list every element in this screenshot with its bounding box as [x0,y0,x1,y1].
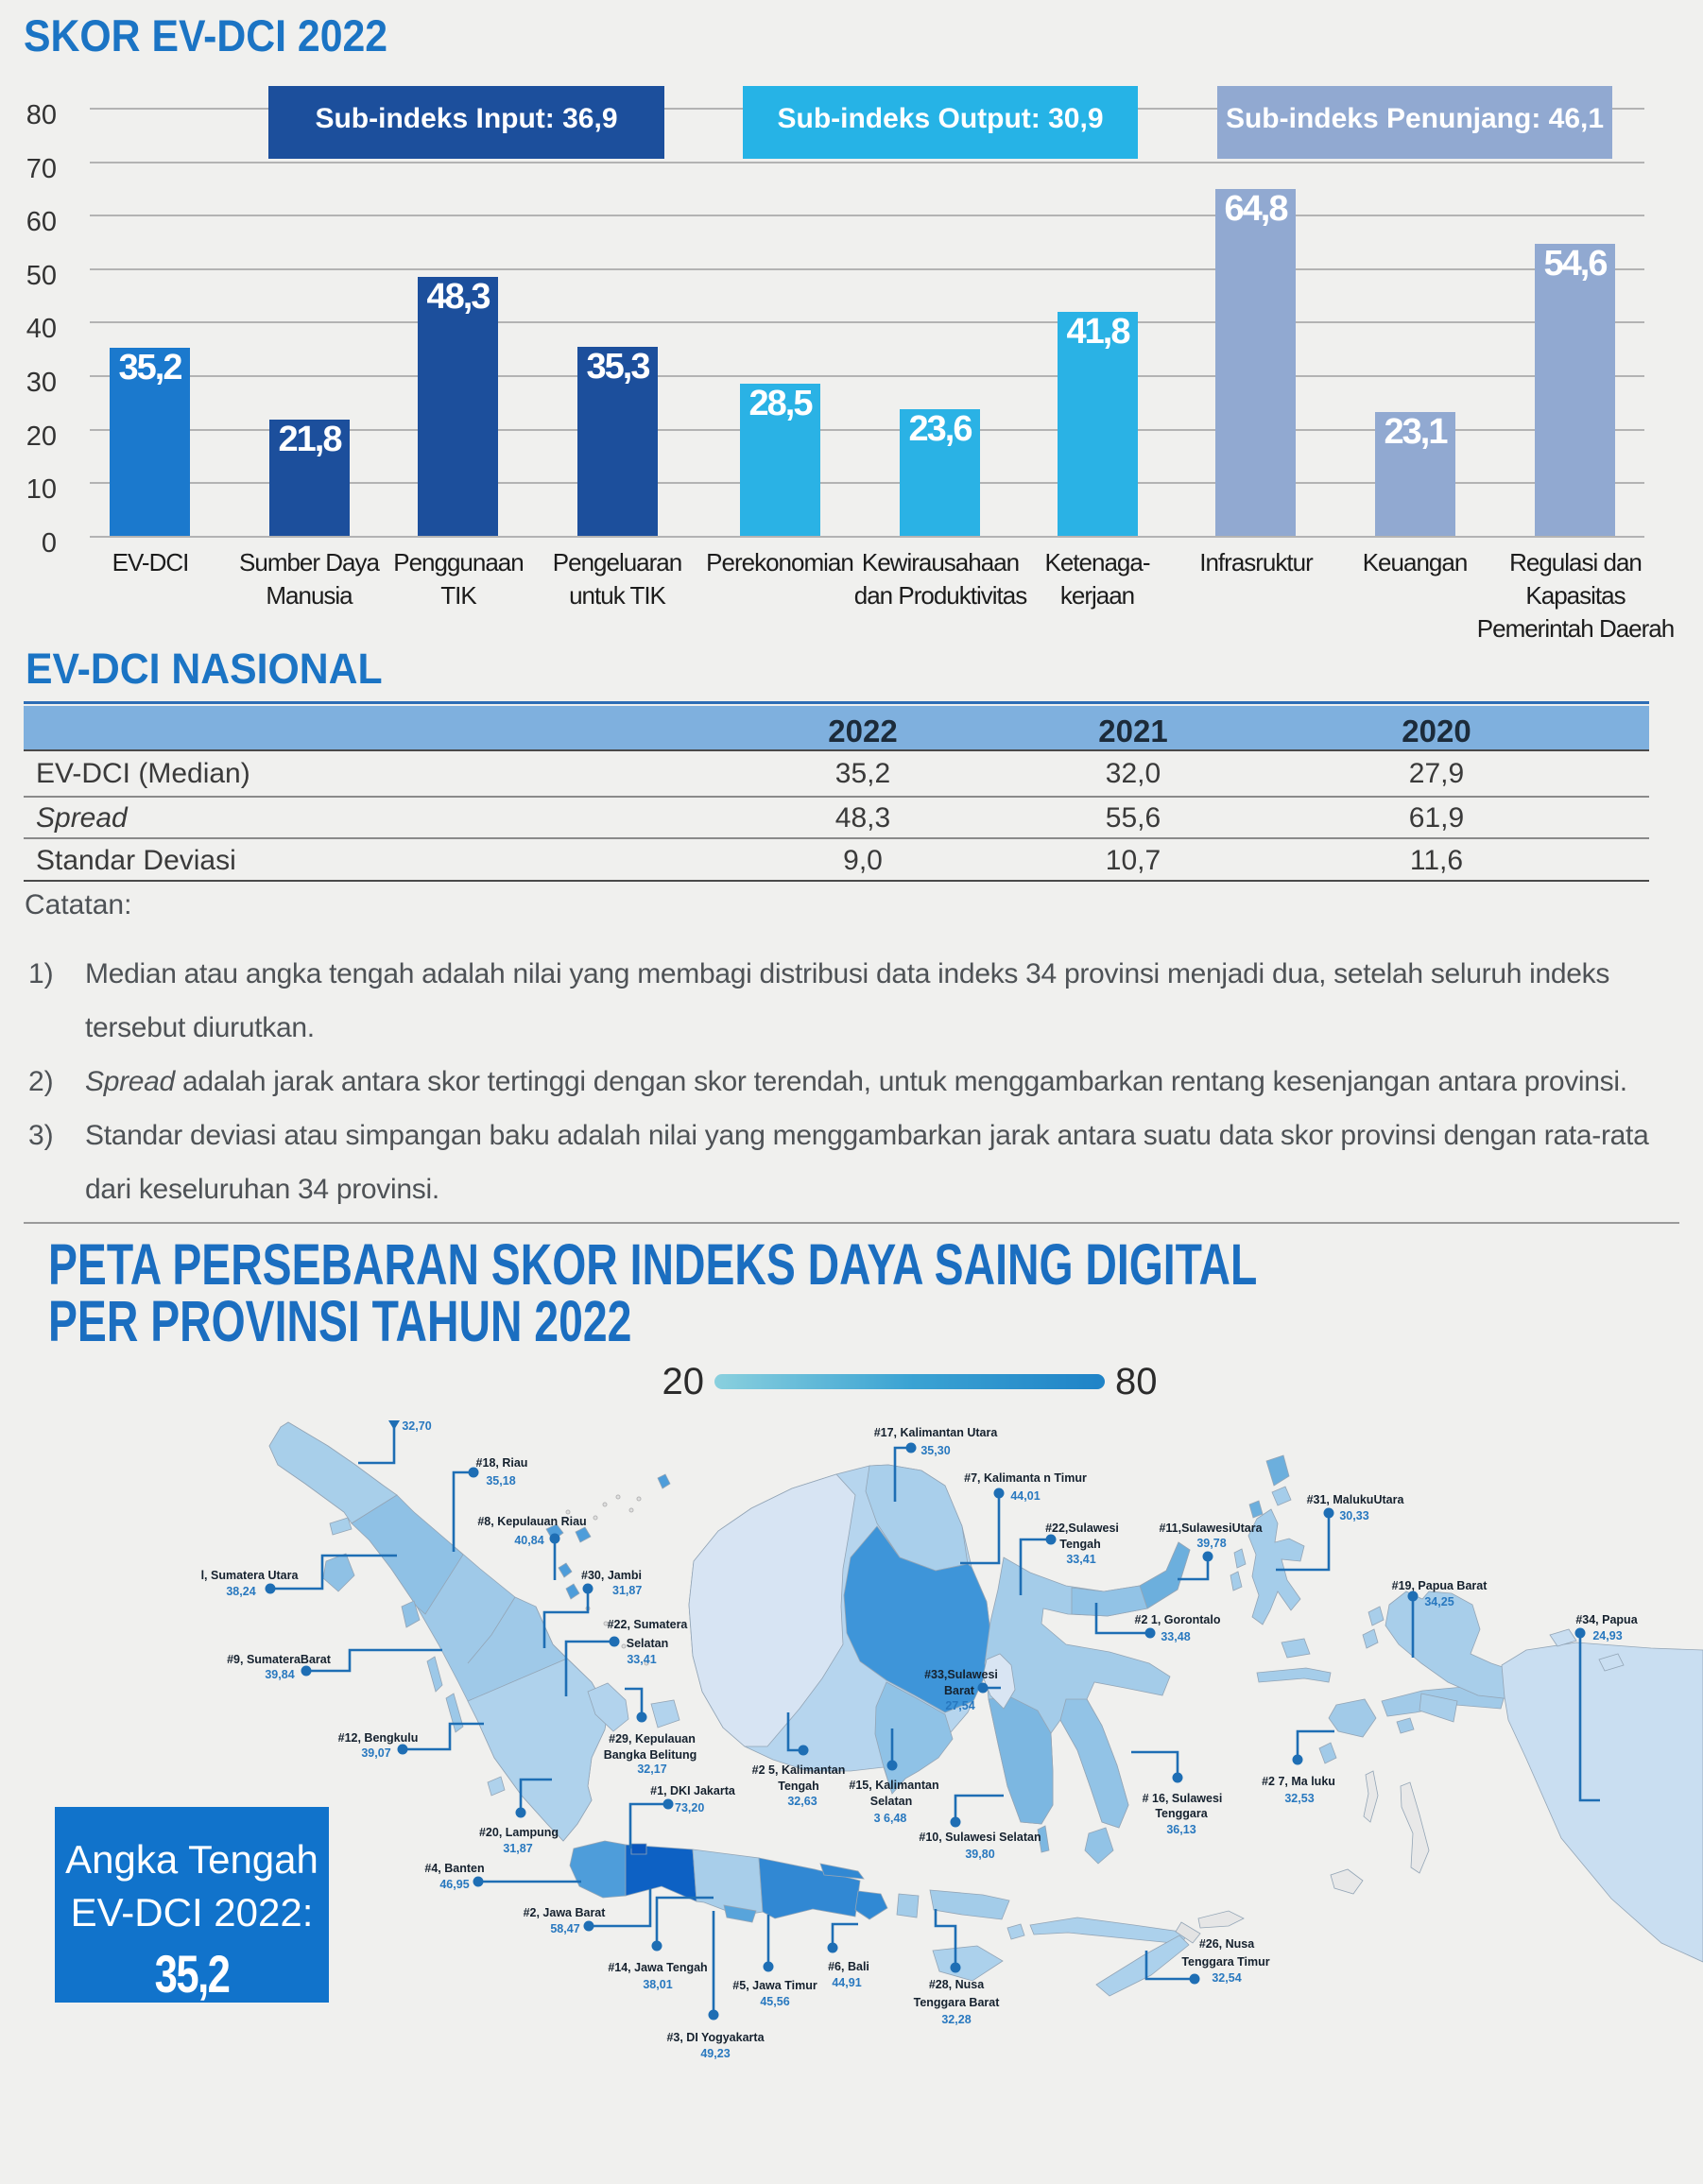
svg-text:Tengah: Tengah [1059,1538,1101,1551]
svg-text:#14, Jawa Tengah: #14, Jawa Tengah [608,1961,707,1974]
svg-text:Tengah: Tengah [778,1780,819,1793]
svg-text:# 16, Sulawesi: # 16, Sulawesi [1143,1792,1223,1805]
svg-text:Selatan: Selatan [870,1795,912,1808]
svg-text:32,53: 32,53 [1284,1792,1314,1805]
svg-text:3 6,48: 3 6,48 [874,1812,907,1825]
svg-text:#12, Bengkulu: #12, Bengkulu [338,1731,419,1745]
svg-text:33,48: 33,48 [1161,1630,1190,1643]
svg-text:39,80: 39,80 [965,1848,994,1861]
svg-text:40,84: 40,84 [514,1534,543,1547]
svg-text:31,87: 31,87 [612,1584,642,1597]
svg-text:45,56: 45,56 [760,1995,789,2008]
svg-text:#22, Sumatera: #22, Sumatera [608,1618,689,1631]
svg-text:44,91: 44,91 [832,1976,861,1989]
svg-text:#2 7, Ma luku: #2 7, Ma luku [1262,1775,1335,1788]
svg-text:44,01: 44,01 [1010,1489,1040,1503]
svg-text:49,23: 49,23 [700,2047,730,2060]
svg-text:#19, Papua Barat: #19, Papua Barat [1392,1579,1488,1592]
svg-text:Tenggara Timur: Tenggara Timur [1181,1955,1269,1969]
svg-text:Bangka Belitung: Bangka Belitung [604,1748,697,1762]
svg-text:32,63: 32,63 [787,1795,817,1808]
svg-text:#17, Kalimantan Utara: #17, Kalimantan Utara [874,1426,999,1439]
svg-text:Tenggara Barat: Tenggara Barat [914,1996,1001,2009]
svg-text:38,24: 38,24 [226,1585,255,1598]
svg-text:#2, Jawa Barat: #2, Jawa Barat [524,1906,607,1919]
svg-text:46,95: 46,95 [439,1878,469,1891]
svg-text:#34, Papua: #34, Papua [1575,1613,1638,1626]
svg-text:32,54: 32,54 [1212,1971,1241,1985]
svg-text:73,20: 73,20 [675,1801,704,1814]
svg-text:32,28: 32,28 [941,2013,971,2026]
svg-text:34,25: 34,25 [1424,1595,1454,1608]
svg-text:35,30: 35,30 [920,1444,950,1457]
svg-text:#26, Nusa: #26, Nusa [1199,1937,1255,1951]
svg-text:39,78: 39,78 [1196,1537,1226,1550]
svg-text:#33,Sulawesi: #33,Sulawesi [924,1668,998,1681]
svg-text:#15, Kalimantan: #15, Kalimantan [849,1779,938,1792]
svg-text:#31, MalukuUtara: #31, MalukuUtara [1307,1493,1405,1506]
svg-text:#22,Sulawesi: #22,Sulawesi [1045,1522,1119,1535]
svg-text:#2 5, Kalimantan: #2 5, Kalimantan [752,1763,846,1777]
svg-text:#5, Jawa Timur: #5, Jawa Timur [732,1979,817,1992]
svg-text:#2 1, Gorontalo: #2 1, Gorontalo [1135,1613,1221,1626]
svg-text:#29, Kepulauan: #29, Kepulauan [609,1732,696,1745]
svg-text:39,07: 39,07 [361,1746,390,1760]
svg-text:Selatan: Selatan [627,1637,668,1650]
svg-text:24,93: 24,93 [1592,1629,1622,1642]
svg-text:27,54: 27,54 [945,1699,974,1712]
svg-text:36,13: 36,13 [1166,1823,1196,1836]
svg-text:Tenggara: Tenggara [1155,1807,1208,1820]
svg-text:#18, Riau: #18, Riau [476,1456,528,1470]
svg-text:#10, Sulawesi Selatan: #10, Sulawesi Selatan [919,1831,1041,1844]
svg-text:#6, Bali: #6, Bali [828,1960,869,1973]
svg-text:#8, Kepulauan Riau: #8, Kepulauan Riau [477,1515,586,1528]
svg-text:#28, Nusa: #28, Nusa [929,1978,985,1991]
svg-text:#9, SumateraBarat: #9, SumateraBarat [227,1653,332,1666]
svg-text:l, Sumatera Utara: l, Sumatera Utara [201,1569,300,1582]
svg-text:35,18: 35,18 [486,1474,515,1488]
svg-text:#7, Kalimanta n Timur: #7, Kalimanta n Timur [964,1471,1087,1485]
svg-text:33,41: 33,41 [1066,1553,1095,1566]
svg-text:#4, Banten: #4, Banten [424,1862,484,1875]
svg-text:30,33: 30,33 [1339,1509,1368,1522]
svg-text:#1, DKI Jakarta: #1, DKI Jakarta [650,1784,736,1797]
svg-text:39,84: 39,84 [265,1668,294,1681]
svg-text:33,41: 33,41 [627,1653,656,1666]
svg-text:38,01: 38,01 [643,1978,672,1991]
svg-text:#20, Lampung: #20, Lampung [479,1826,559,1839]
svg-text:58,47: 58,47 [550,1922,579,1935]
svg-text:#3, DI Yogyakarta: #3, DI Yogyakarta [666,2031,765,2044]
svg-text:32,17: 32,17 [637,1763,666,1776]
svg-text:#30, Jambi: #30, Jambi [581,1569,642,1582]
svg-text:Barat: Barat [944,1684,975,1697]
svg-text:32,70: 32,70 [402,1419,431,1433]
svg-text:#11,SulawesiUtara: #11,SulawesiUtara [1159,1522,1263,1535]
svg-text:31,87: 31,87 [503,1842,532,1855]
